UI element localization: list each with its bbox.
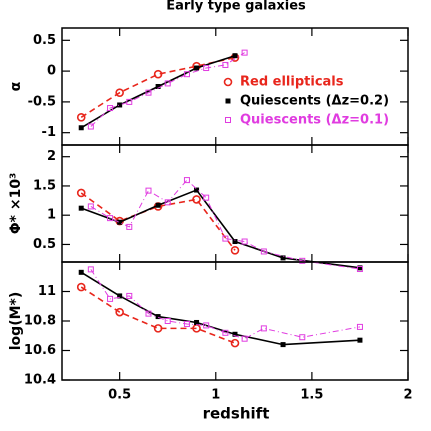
series-line — [80, 286, 236, 344]
marker — [357, 337, 363, 343]
marker — [126, 223, 133, 230]
marker — [183, 320, 190, 327]
y-tick-label: 10.8 — [24, 314, 56, 329]
marker — [183, 71, 190, 78]
marker — [230, 246, 240, 255]
legend-marker — [223, 77, 233, 87]
marker — [117, 219, 123, 225]
series-line — [80, 192, 236, 251]
marker — [260, 248, 267, 255]
marker — [155, 202, 161, 208]
marker — [117, 293, 123, 299]
marker — [194, 319, 200, 325]
marker — [299, 334, 306, 341]
marker — [230, 338, 240, 348]
marker — [356, 323, 363, 330]
marker — [260, 325, 267, 332]
marker — [115, 88, 124, 97]
marker — [117, 102, 123, 108]
y-tick-label: 10.6 — [24, 343, 56, 358]
marker — [241, 238, 248, 245]
marker — [203, 322, 210, 329]
y-tick-label: 0 — [47, 64, 56, 79]
chart-title: Early type galaxies — [166, 0, 306, 14]
marker — [145, 89, 152, 96]
x-tick-label: 1 — [211, 388, 220, 403]
marker — [232, 53, 238, 59]
y-axis-label: log(M*) — [8, 292, 24, 351]
marker — [192, 195, 201, 204]
panel-frame — [61, 144, 409, 263]
marker — [299, 257, 306, 264]
series-line — [80, 271, 360, 346]
marker — [203, 65, 210, 72]
marker — [280, 342, 286, 348]
marker — [87, 266, 94, 273]
series-line — [90, 52, 245, 127]
marker — [107, 105, 114, 112]
legend-label: Quiescents (Δz=0.1) — [240, 113, 389, 128]
y-tick-label: -1 — [42, 125, 56, 140]
marker — [194, 187, 200, 193]
marker — [76, 112, 86, 122]
y-tick-label: 1 — [47, 208, 56, 223]
marker — [153, 324, 163, 333]
marker — [126, 98, 133, 105]
marker — [164, 199, 171, 206]
marker — [126, 292, 133, 299]
marker — [78, 269, 84, 275]
marker — [76, 188, 86, 198]
panel-frame — [61, 261, 409, 381]
legend-marker — [225, 98, 231, 104]
marker — [115, 307, 124, 317]
marker — [232, 239, 238, 245]
y-tick-label: -0.5 — [28, 94, 56, 109]
marker — [356, 266, 363, 273]
y-tick-label: 11 — [38, 284, 56, 299]
marker — [203, 194, 210, 201]
marker — [145, 187, 152, 194]
marker — [164, 80, 171, 87]
marker — [145, 310, 152, 317]
marker — [153, 69, 163, 79]
series-line — [90, 179, 361, 270]
marker — [164, 318, 171, 324]
marker — [241, 335, 248, 342]
marker — [155, 84, 161, 89]
marker — [357, 265, 363, 271]
marker — [107, 295, 114, 302]
y-tick-label: 2 — [47, 149, 56, 164]
marker — [78, 125, 84, 131]
marker — [155, 314, 161, 320]
marker — [194, 65, 200, 71]
series-line — [90, 269, 361, 340]
legend-label: Quiescents (Δz=0.2) — [240, 94, 389, 109]
y-tick-label: 1.5 — [33, 178, 56, 193]
marker — [76, 282, 86, 292]
x-tick-label: 1.5 — [300, 388, 323, 403]
y-tick-label: 0.5 — [33, 33, 56, 48]
marker — [183, 177, 190, 184]
marker — [222, 235, 229, 242]
marker — [222, 329, 229, 336]
marker — [280, 255, 286, 261]
y-tick-label: 0.5 — [33, 237, 56, 252]
marker — [232, 331, 238, 337]
x-tick-label: 2 — [403, 388, 412, 403]
legend-label: Red ellipticals — [240, 75, 344, 90]
y-tick-label: 10.4 — [24, 373, 56, 388]
marker — [107, 215, 114, 222]
y-axis-label: α — [8, 81, 24, 91]
y-axis-label: Φ* ×10³ — [8, 173, 24, 234]
marker — [87, 123, 94, 130]
legend-marker — [225, 117, 231, 123]
marker — [241, 49, 248, 56]
marker — [78, 205, 84, 211]
x-tick-label: 0.5 — [108, 388, 131, 403]
marker — [87, 203, 94, 210]
marker — [222, 61, 229, 68]
x-axis-label: redshift — [203, 405, 270, 423]
series-line — [80, 54, 236, 129]
